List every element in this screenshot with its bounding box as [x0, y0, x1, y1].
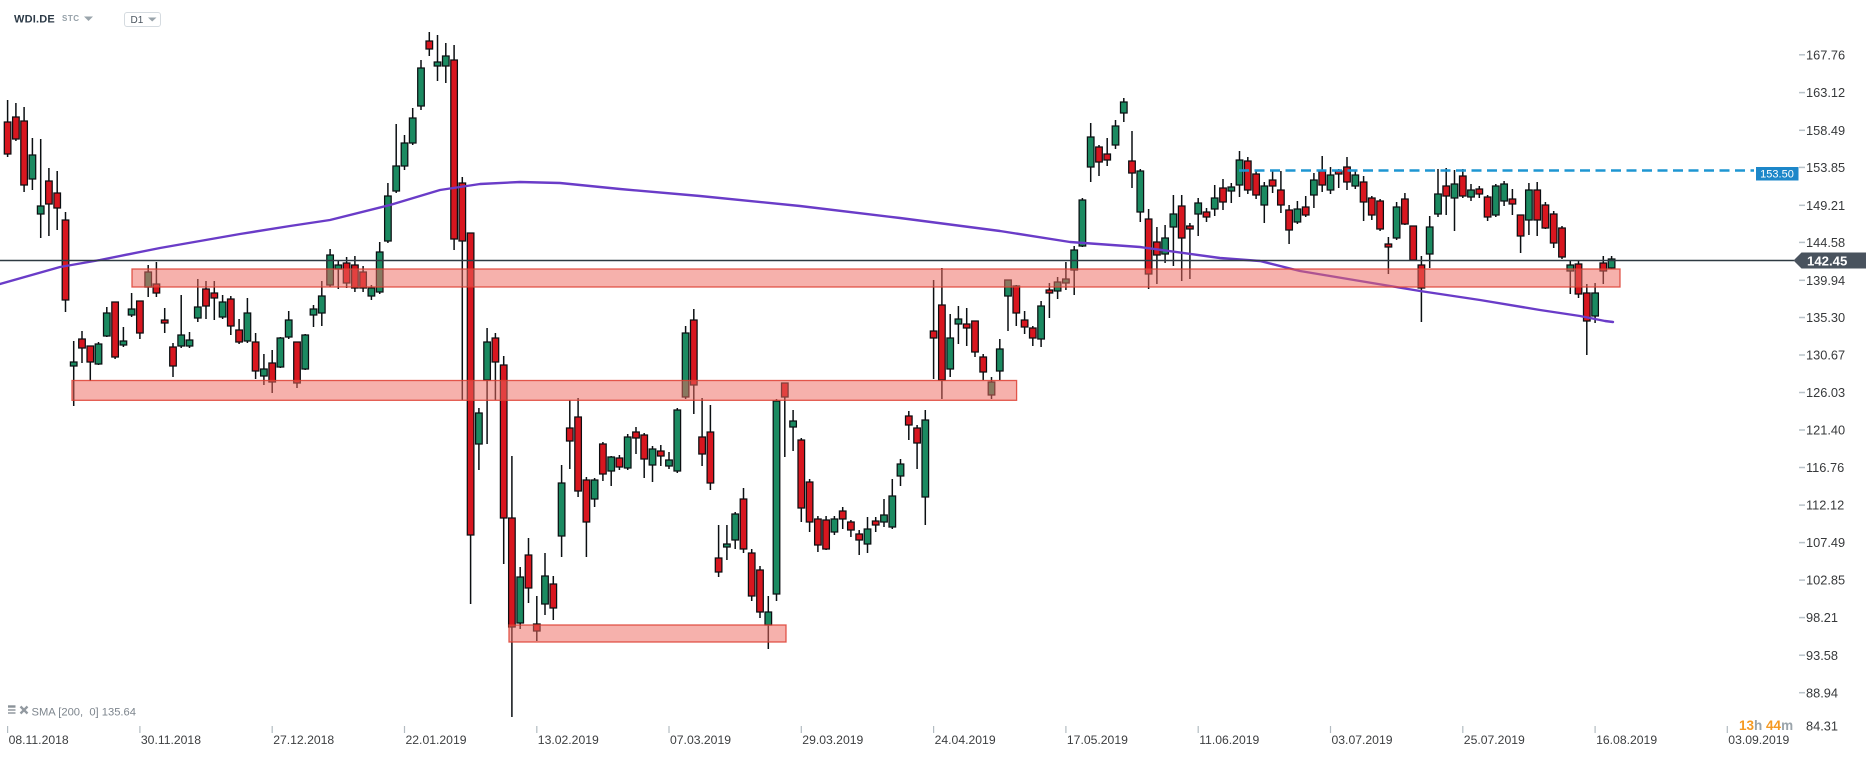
svg-text:135.30: 135.30	[1806, 310, 1845, 325]
svg-text:08.11.2018: 08.11.2018	[9, 733, 69, 747]
svg-text:22.01.2019: 22.01.2019	[406, 733, 467, 747]
svg-text:153.85: 153.85	[1806, 160, 1845, 175]
svg-text:158.49: 158.49	[1806, 123, 1845, 138]
svg-text:13h 44m: 13h 44m	[1739, 718, 1793, 733]
svg-text:30.11.2018: 30.11.2018	[141, 733, 201, 747]
svg-text:13.02.2019: 13.02.2019	[538, 733, 599, 747]
svg-text:25.07.2019: 25.07.2019	[1464, 733, 1525, 747]
svg-text:126.03: 126.03	[1806, 385, 1845, 400]
svg-text:163.12: 163.12	[1806, 85, 1845, 100]
svg-text:149.21: 149.21	[1806, 198, 1845, 213]
svg-text:SMA [200, 0] 135.64: SMA [200, 0] 135.64	[32, 707, 137, 719]
svg-text:STC: STC	[62, 14, 80, 23]
svg-text:93.58: 93.58	[1806, 648, 1838, 663]
svg-text:153.50: 153.50	[1760, 169, 1794, 181]
svg-text:142.45: 142.45	[1807, 253, 1847, 268]
svg-text:WDI.DE: WDI.DE	[14, 14, 55, 26]
svg-text:29.03.2019: 29.03.2019	[802, 733, 863, 747]
svg-text:07.03.2019: 07.03.2019	[670, 733, 731, 747]
svg-text:84.31: 84.31	[1806, 719, 1838, 734]
svg-text:102.85: 102.85	[1806, 573, 1845, 588]
svg-text:167.76: 167.76	[1806, 47, 1845, 62]
svg-text:121.40: 121.40	[1806, 423, 1845, 438]
svg-text:03.09.2019: 03.09.2019	[1728, 733, 1789, 747]
svg-text:98.21: 98.21	[1806, 610, 1838, 625]
svg-text:144.58: 144.58	[1806, 235, 1845, 250]
svg-text:130.67: 130.67	[1806, 348, 1845, 363]
svg-text:88.94: 88.94	[1806, 685, 1838, 700]
svg-text:17.05.2019: 17.05.2019	[1067, 733, 1128, 747]
svg-text:107.49: 107.49	[1806, 535, 1845, 550]
svg-text:03.07.2019: 03.07.2019	[1332, 733, 1393, 747]
svg-text:139.94: 139.94	[1806, 273, 1845, 288]
svg-text:116.76: 116.76	[1806, 460, 1844, 475]
svg-text:D1: D1	[131, 15, 144, 26]
svg-text:16.08.2019: 16.08.2019	[1596, 733, 1657, 747]
svg-text:27.12.2018: 27.12.2018	[273, 733, 334, 747]
svg-text:24.04.2019: 24.04.2019	[935, 733, 996, 747]
svg-text:112.12: 112.12	[1806, 498, 1844, 513]
svg-text:11.06.2019: 11.06.2019	[1199, 733, 1259, 747]
